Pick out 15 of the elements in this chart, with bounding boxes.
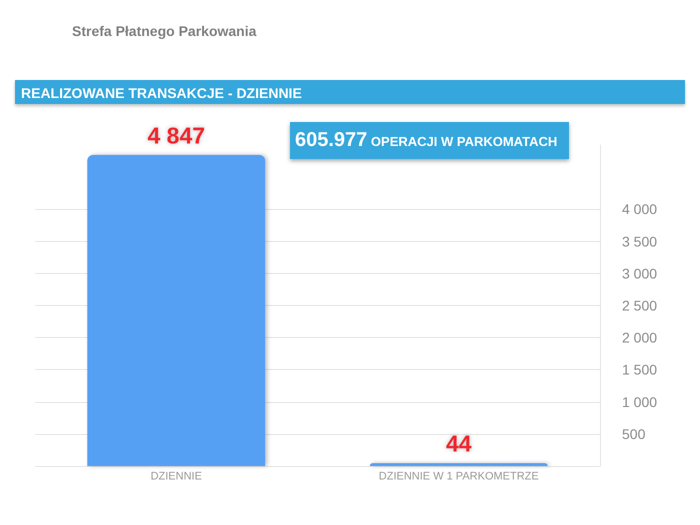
data-label: 4 847 (147, 122, 206, 148)
x-tick-label: DZIENNIE W 1 PARKOMETRZE (378, 470, 539, 482)
y-tick-label: 3 000 (622, 265, 658, 282)
x-tick-label: DZIENNIE (150, 470, 202, 482)
data-label: 44 (446, 430, 472, 457)
y-tick-label: 3 500 (622, 233, 658, 250)
chart-subtitle: Strefa Płatnego Parkowania (72, 23, 256, 39)
annotation: 605.977 OPERACJI W PARKOMATACH (295, 129, 558, 151)
y-tick-label: 500 (622, 426, 646, 442)
y-tick-label: 4 000 (622, 201, 658, 218)
y-tick-label: 1 500 (622, 362, 658, 378)
y-tick-label: 2 500 (622, 298, 658, 314)
y-tick-label: 2 000 (622, 330, 658, 346)
y-tick-label: 1 000 (622, 394, 658, 410)
chart-title: REALIZOWANE TRANSAKCJE - DZIENNIE (21, 85, 302, 101)
